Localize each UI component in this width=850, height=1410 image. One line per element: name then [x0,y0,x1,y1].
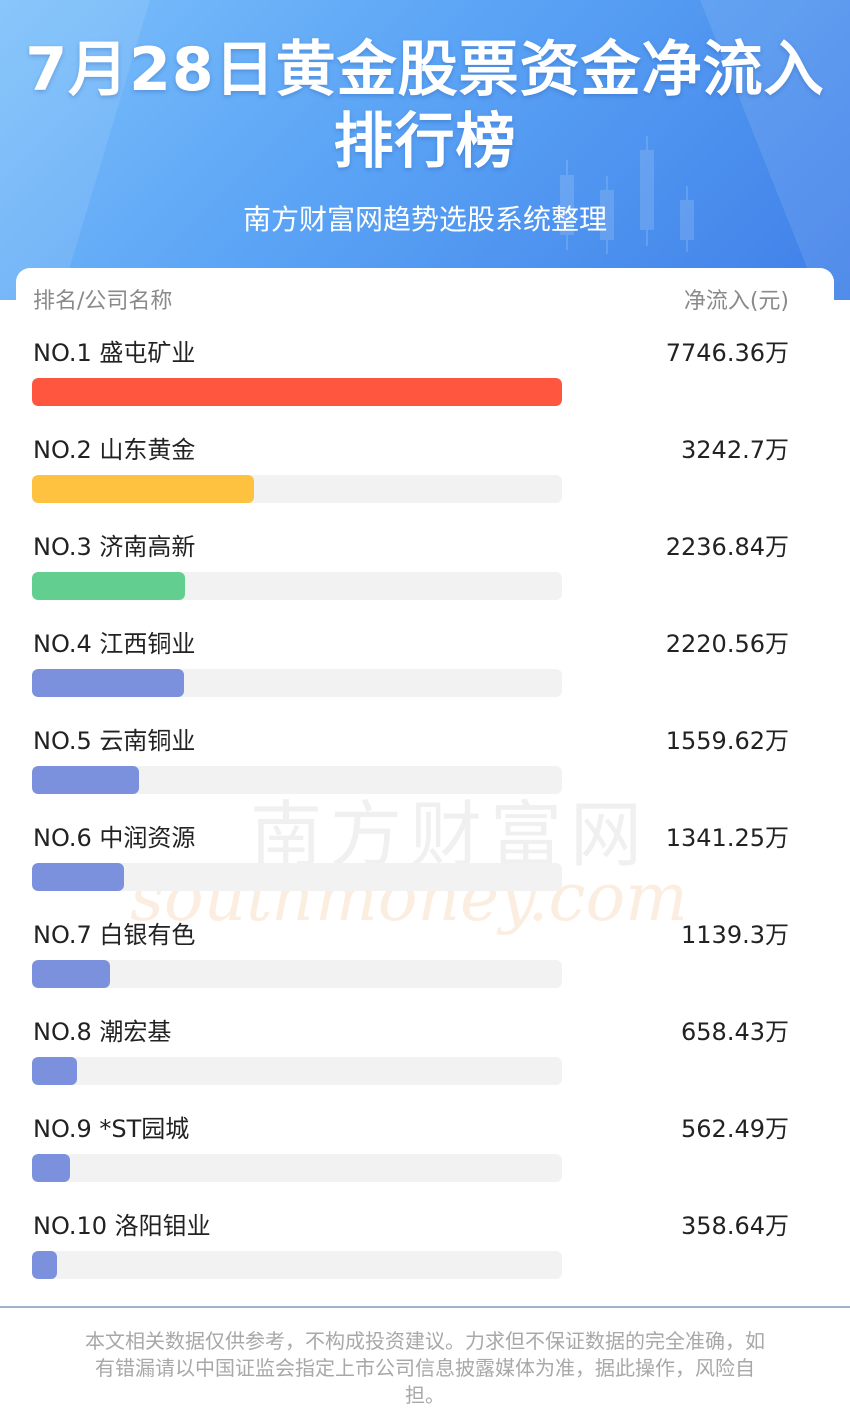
net-inflow-value: 658.43万 [681,1018,789,1046]
company-name: NO.1 盛屯矿业 [33,339,196,367]
net-inflow-value: 562.49万 [681,1115,789,1143]
net-inflow-value: 1139.3万 [681,921,789,949]
company-name: NO.10 洛阳钼业 [33,1212,211,1240]
disclaimer-text: 本文相关数据仅供参考，不构成投资建议。力求但不保证数据的完全准确，如有错漏请以中… [85,1329,765,1407]
net-inflow-value: 1341.25万 [665,824,789,852]
bar-fill [32,766,139,794]
company-name: NO.3 济南高新 [33,533,196,561]
footer-divider [0,1306,850,1308]
page-subtitle: 南方财富网趋势选股系统整理 [242,203,607,236]
bar-track [32,960,562,988]
bar-fill [32,669,184,697]
ranking-row: NO.7 白银有色 1139.3万 [0,918,850,1015]
header-decoration [0,0,850,300]
column-header-rank: 排名/公司名称 [33,289,173,314]
company-name: NO.8 潮宏基 [33,1018,172,1046]
bar-track [32,669,562,697]
ranking-row: NO.2 山东黄金 3242.7万 [0,433,850,530]
bar-fill [32,1154,70,1182]
ranking-row: NO.8 潮宏基 658.43万 [0,1015,850,1112]
net-inflow-value: 2220.56万 [665,630,789,658]
bar-track [32,475,562,503]
bar-track [32,766,562,794]
company-name: NO.6 中润资源 [33,824,196,852]
bar-fill [32,378,562,406]
net-inflow-value: 2236.84万 [665,533,789,561]
ranking-row: NO.4 江西铜业 2220.56万 [0,627,850,724]
ranking-row: NO.9 *ST园城 562.49万 [0,1112,850,1209]
ranking-row: NO.10 洛阳钼业 358.64万 [0,1209,850,1306]
net-inflow-value: 3242.7万 [681,436,789,464]
ranking-row: NO.5 云南铜业 1559.62万 [0,724,850,821]
company-name: NO.4 江西铜业 [33,630,196,658]
bar-track [32,1251,562,1279]
company-name: NO.2 山东黄金 [33,436,196,464]
bar-fill [32,960,110,988]
ranking-row: NO.3 济南高新 2236.84万 [0,530,850,627]
header-banner: 7月28日黄金股票资金净流入排行榜 南方财富网趋势选股系统整理 [0,0,850,300]
ranking-row: NO.6 中润资源 1341.25万 [0,821,850,918]
net-inflow-value: 7746.36万 [665,339,789,367]
column-header-net-inflow: 净流入(元) [683,289,789,314]
company-name: NO.9 *ST园城 [33,1115,190,1143]
bar-fill [32,1251,57,1279]
bar-fill [32,475,254,503]
bar-track [32,863,562,891]
bar-fill [32,572,185,600]
net-inflow-value: 1559.62万 [665,727,789,755]
company-name: NO.5 云南铜业 [33,727,196,755]
bar-fill [32,1057,77,1085]
bar-fill [32,863,124,891]
bar-track [32,1057,562,1085]
net-inflow-value: 358.64万 [681,1212,789,1240]
bar-track [32,1154,562,1182]
company-name: NO.7 白银有色 [33,921,196,949]
bar-track [32,378,562,406]
ranking-row: NO.1 盛屯矿业 7746.36万 [0,336,850,433]
bar-track [32,572,562,600]
page-title: 7月28日黄金股票资金净流入排行榜 [25,35,825,177]
